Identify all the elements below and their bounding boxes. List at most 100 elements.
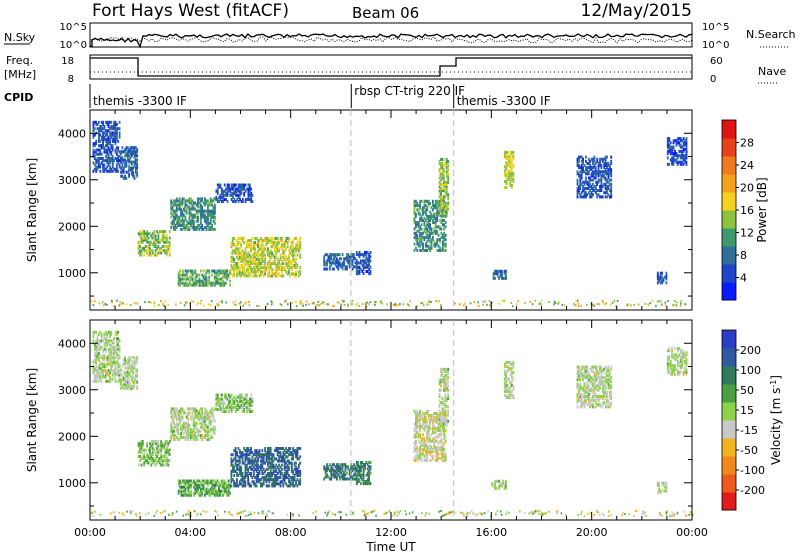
clutter-cell [554, 302, 556, 304]
echo-cell [148, 237, 150, 240]
echo-cell [686, 161, 688, 164]
clutter-cell [91, 300, 93, 302]
cpid-segment-label: themis -3300 IF [93, 94, 187, 108]
echo-cell [268, 484, 270, 487]
echo-cell [291, 462, 293, 465]
echo-cell [297, 254, 299, 257]
echo-cell [136, 159, 138, 162]
clutter-cell [119, 304, 121, 306]
echo-cell [242, 472, 244, 475]
echo-cell [252, 398, 254, 401]
echo-cell [227, 200, 229, 203]
clutter-cell [592, 304, 594, 306]
clutter-cell [234, 303, 236, 305]
clutter-cell [657, 301, 659, 303]
sky-noise-trace [90, 34, 692, 47]
echo-cell [513, 163, 515, 166]
clutter-cell [203, 305, 205, 307]
echo-cell [214, 420, 216, 423]
clutter-cell [429, 300, 431, 302]
clutter-cell [106, 304, 108, 306]
clutter-cell [486, 304, 488, 306]
clutter-cell [287, 303, 289, 305]
sky-label: N.Sky [4, 31, 36, 44]
echo-cell [119, 163, 121, 166]
echo-cell [280, 451, 282, 454]
search-label: N.Search [746, 28, 796, 41]
echo-cell [214, 222, 216, 225]
clutter-cell [186, 301, 188, 303]
echo-cell [250, 447, 252, 450]
echo-cell [513, 178, 515, 181]
clutter-cell [665, 304, 667, 306]
echo-cell [148, 461, 150, 464]
echo-cell [187, 418, 189, 421]
echo-cell [513, 155, 515, 158]
clutter-cell [386, 303, 388, 305]
cpid-segment-label: themis -3300 IF [457, 94, 551, 108]
echo-cell [221, 394, 223, 397]
colorbar-tick-label: 24 [740, 159, 754, 172]
echo-cell [299, 455, 301, 458]
echo-cell [182, 416, 184, 419]
nave-tick-top: 60 [710, 56, 723, 67]
clutter-cell [270, 301, 272, 303]
echo-cell [101, 153, 103, 156]
clutter-cell [561, 304, 563, 306]
echo-cell [132, 371, 134, 374]
echo-cell [104, 354, 106, 357]
clutter-cell [249, 304, 251, 306]
clutter-cell [638, 303, 640, 305]
clutter-cell [351, 303, 353, 305]
clutter-cell [327, 303, 329, 305]
clutter-cell [482, 304, 484, 306]
echo-cell [673, 146, 675, 149]
echo-cell [259, 449, 261, 452]
echo-cell [117, 331, 119, 334]
nave-label: Nave [758, 65, 786, 78]
clutter-cell [502, 300, 504, 302]
clutter-cell [312, 303, 314, 305]
clutter-cell [235, 304, 237, 306]
echo-cell [192, 278, 194, 281]
echo-cell [666, 272, 668, 275]
clutter-cell [308, 303, 310, 305]
echo-cell [585, 177, 587, 180]
echo-cell [273, 268, 275, 271]
clutter-cell [409, 305, 411, 307]
echo-cell [501, 270, 503, 273]
clutter-cell [610, 303, 612, 305]
clutter-cell [407, 303, 409, 305]
echo-cell [443, 158, 445, 161]
echo-cell [339, 253, 341, 256]
echo-cell [201, 224, 203, 227]
clutter-cell [575, 304, 577, 306]
colorbar-swatch [722, 264, 736, 283]
clutter-cell [321, 302, 323, 304]
echo-cell [132, 171, 134, 174]
clutter-cell [647, 303, 649, 305]
clutter-cell [370, 301, 372, 303]
echo-cell [250, 188, 252, 191]
echo-cell [101, 380, 103, 383]
echo-cell [447, 164, 449, 167]
clutter-cell [259, 305, 261, 307]
colorbar-tick-label: 4 [740, 272, 747, 285]
clutter-cell [374, 304, 376, 306]
echo-cell [256, 484, 258, 487]
echo-cell [189, 412, 191, 415]
echo-cell [431, 228, 433, 231]
colorbar-tick-label: 8 [740, 249, 747, 262]
echo-cell [201, 197, 203, 200]
echo-cell [98, 121, 100, 124]
clutter-cell [358, 305, 360, 307]
echo-cell [273, 453, 275, 456]
freq-tick-bottom: 8 [68, 74, 74, 85]
echo-cell [166, 234, 168, 237]
echo-cell [235, 447, 237, 450]
echo-cell [231, 484, 233, 487]
echo-cell [256, 274, 258, 277]
echo-cell [142, 440, 144, 443]
station-title: Fort Hays West (fitACF) [92, 1, 289, 21]
